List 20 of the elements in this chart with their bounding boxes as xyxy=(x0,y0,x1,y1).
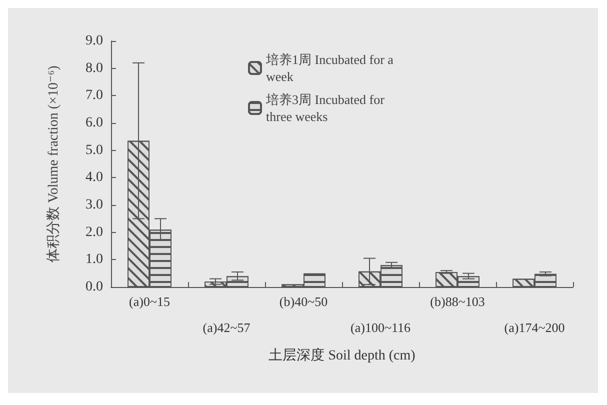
x-tick-label: (b)88~103 xyxy=(430,294,485,309)
y-tick-label: 0.0 xyxy=(86,280,103,294)
y-tick-label: 4.0 xyxy=(86,170,103,186)
legend-label: 培养3周 Incubated for three weeks xyxy=(265,92,388,124)
y-axis-title: 体积分数 Volume fraction (×10⁻⁶) xyxy=(46,65,62,262)
y-tick-label: 5.0 xyxy=(86,142,103,158)
x-tick-label: (a)100~116 xyxy=(350,320,411,335)
x-tick-label: (b)40~50 xyxy=(279,294,328,309)
y-tick-label: 8.0 xyxy=(86,60,103,76)
x-tick-label: (a)42~57 xyxy=(202,320,251,335)
x-tick-label: (a)174~200 xyxy=(504,320,565,335)
y-tick-label: 1.0 xyxy=(86,252,103,268)
y-tick-label: 3.0 xyxy=(86,198,103,212)
x-tick-label: (a)0~15 xyxy=(129,294,170,309)
y-tick-label: 9.0 xyxy=(86,34,103,48)
legend-label: 培养1周 Incubated for a week xyxy=(265,52,397,84)
x-axis-title: 土层深度 Soil depth (cm) xyxy=(268,348,416,364)
y-tick-label: 2.0 xyxy=(86,224,103,240)
y-tick-label: 7.0 xyxy=(86,88,103,104)
y-tick-label: 6.0 xyxy=(86,116,103,130)
